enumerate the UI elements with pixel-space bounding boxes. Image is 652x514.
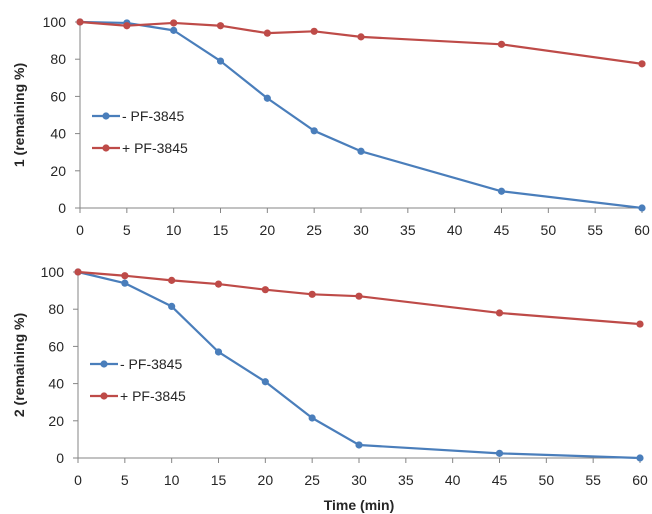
x-tick-label: 45 [492, 472, 508, 488]
data-point [636, 320, 644, 328]
data-point [170, 19, 178, 27]
data-point [121, 272, 129, 280]
x-tick-label: 25 [306, 222, 322, 238]
data-point [357, 147, 365, 155]
data-point [121, 279, 129, 287]
y-tick-label: 100 [41, 264, 65, 280]
x-tick-label: 35 [398, 472, 414, 488]
data-point [263, 94, 271, 102]
x-tick-label: 50 [541, 222, 557, 238]
x-tick-label: 15 [213, 222, 229, 238]
data-point [357, 33, 365, 41]
x-tick-label: 60 [634, 222, 650, 238]
legend-label: + PF-3845 [122, 140, 188, 156]
x-axis-label: Time (min) [324, 497, 395, 513]
data-point [261, 378, 269, 386]
chart-panel-1: 0 20 40 60 80 100 0 5 10 15 20 25 30 35 40 45 50 55 60 1 (r… [11, 14, 650, 238]
x-tick-label: 10 [166, 222, 182, 238]
legend-label: - PF-3845 [122, 108, 184, 124]
x-tick-label: 55 [587, 222, 603, 238]
x-tick-label: 35 [400, 222, 416, 238]
x-tick-label: 45 [494, 222, 510, 238]
x-tick-label: 0 [74, 472, 82, 488]
x-tick-label: 30 [353, 222, 369, 238]
legend-marker [102, 144, 110, 152]
data-point [214, 348, 223, 356]
data-point [636, 454, 644, 462]
x-tick-label: 20 [258, 472, 274, 488]
y-axis-label: 1 (remaining %) [11, 63, 27, 167]
x-tick-label: 5 [121, 472, 129, 488]
data-point [355, 292, 363, 300]
data-point [638, 204, 646, 212]
data-point [76, 18, 84, 26]
data-point [495, 449, 504, 457]
legend-marker [100, 392, 108, 400]
y-tick-label: 20 [50, 163, 66, 179]
x-tick-label: 60 [632, 472, 648, 488]
x-tick-label: 50 [539, 472, 555, 488]
legend-marker [102, 112, 110, 120]
y-tick-label: 60 [50, 88, 66, 104]
data-point [497, 187, 506, 195]
data-point [123, 22, 131, 30]
y-tick-label: 0 [58, 200, 66, 216]
x-tick-label: 20 [260, 222, 276, 238]
y-tick-label: 60 [48, 338, 64, 354]
y-tick-label: 20 [48, 413, 64, 429]
x-tick-label: 25 [304, 472, 320, 488]
data-point [355, 441, 363, 449]
x-tick-label: 10 [164, 472, 180, 488]
data-point [168, 302, 176, 311]
x-tick-label: 30 [351, 472, 367, 488]
x-tick-label: 15 [211, 472, 227, 488]
data-point [214, 280, 223, 288]
data-point [216, 22, 225, 30]
data-point [216, 57, 225, 65]
x-tick-label: 40 [445, 472, 461, 488]
data-point [308, 414, 316, 422]
data-point [308, 290, 316, 298]
legend-marker [100, 360, 108, 368]
data-point [495, 309, 504, 317]
x-tick-label: 5 [123, 222, 131, 238]
data-point [310, 27, 318, 35]
data-point [74, 268, 82, 276]
data-point [310, 127, 318, 135]
x-tick-label: 40 [447, 222, 463, 238]
x-tick-label: 55 [585, 472, 601, 488]
legend-label: + PF-3845 [120, 388, 186, 404]
data-point [263, 29, 271, 37]
y-tick-label: 0 [56, 450, 64, 466]
y-tick-label: 100 [43, 14, 67, 30]
data-point [497, 40, 506, 48]
y-tick-label: 40 [48, 376, 64, 392]
x-tick-label: 0 [76, 222, 84, 238]
data-point [168, 276, 176, 284]
y-tick-label: 80 [48, 301, 64, 317]
y-tick-label: 40 [50, 126, 66, 142]
data-point [261, 286, 269, 294]
legend-label: - PF-3845 [120, 356, 182, 372]
data-point [170, 26, 178, 34]
y-axis-label: 2 (remaining %) [11, 313, 27, 417]
chart-panel-2: 0 20 40 60 80 100 0 5 10 15 20 25 30 35 40 45 50 55 60 2 (r… [11, 264, 648, 513]
data-point [638, 60, 646, 68]
y-tick-label: 80 [50, 51, 66, 67]
